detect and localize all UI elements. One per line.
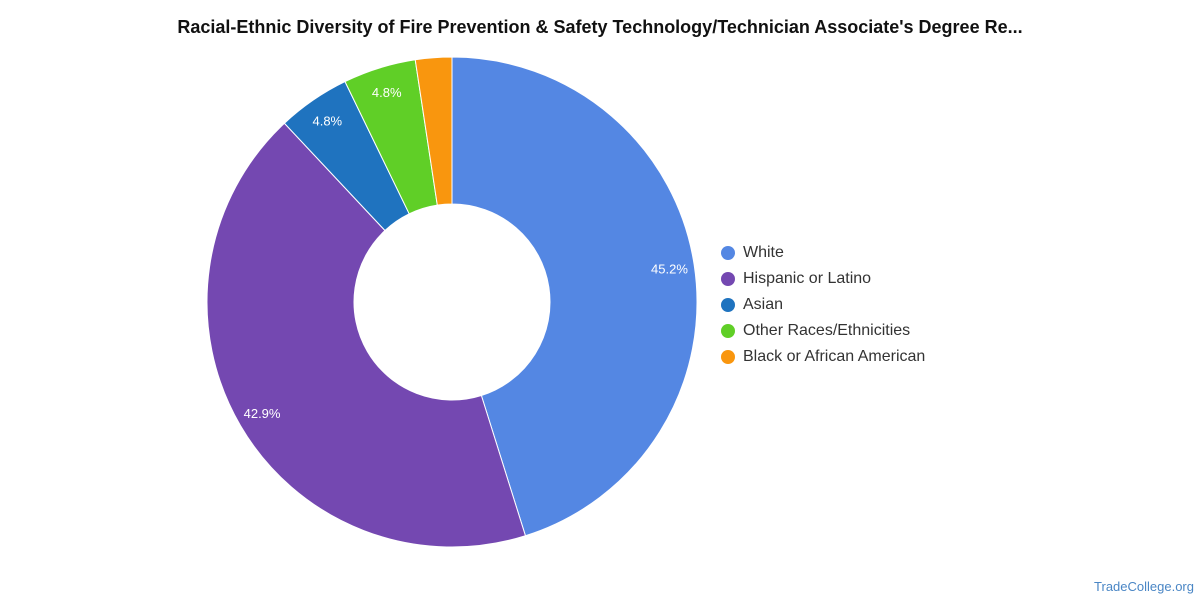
legend-item-black-or-african-american[interactable]: Black or African American bbox=[721, 344, 925, 370]
slice-black-or-african-american[interactable] bbox=[414, 56, 453, 206]
legend-label: Black or African American bbox=[743, 348, 926, 365]
legend-label: Other Races/Ethnicities bbox=[743, 322, 911, 339]
legend-swatch bbox=[721, 272, 735, 286]
legend-swatch bbox=[721, 324, 735, 338]
legend-item-other-races-ethnicities[interactable]: Other Races/Ethnicities bbox=[721, 318, 925, 344]
legend-item-hispanic-or-latino[interactable]: Hispanic or Latino bbox=[721, 266, 925, 292]
legend-label: Asian bbox=[743, 296, 784, 313]
legend-label: White bbox=[743, 244, 784, 261]
slice-label-white: 45.2% bbox=[651, 262, 688, 277]
slice-label-hispanic-or-latino: 42.9% bbox=[244, 406, 281, 421]
legend-swatch bbox=[721, 246, 735, 260]
legend-label: Hispanic or Latino bbox=[743, 270, 872, 287]
legend-item-asian[interactable]: Asian bbox=[721, 292, 925, 318]
slice-white[interactable] bbox=[451, 56, 698, 537]
chart-title: Racial-Ethnic Diversity of Fire Preventi… bbox=[177, 17, 1023, 37]
legend-swatch bbox=[721, 298, 735, 312]
source-watermark[interactable]: TradeCollege.org bbox=[1094, 579, 1194, 594]
slice-label-other-races-ethnicities: 4.8% bbox=[372, 85, 402, 100]
slice-label-asian: 4.8% bbox=[312, 114, 342, 129]
slice-hispanic-or-latino[interactable] bbox=[206, 122, 527, 548]
legend-swatch bbox=[721, 350, 735, 364]
legend: White Hispanic or Latino Asian Other Races/… bbox=[721, 240, 925, 370]
legend-item-white[interactable]: White bbox=[721, 240, 925, 266]
